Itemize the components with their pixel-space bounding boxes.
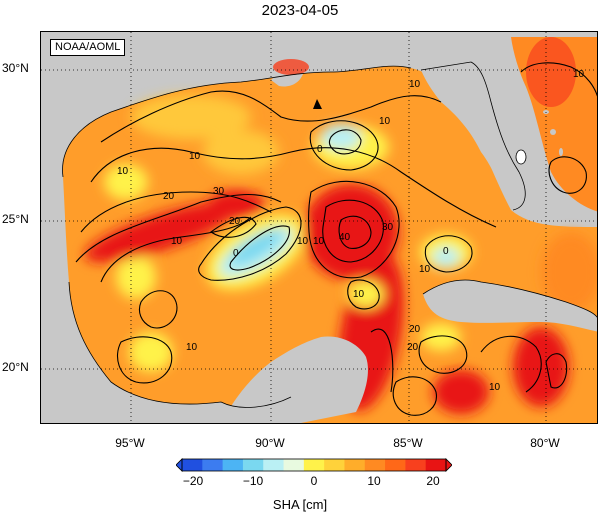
- colorbar-tick: −20: [182, 474, 204, 488]
- contour-label: 10: [419, 264, 431, 275]
- sea-height-anomaly-map: 10 10 10 10 20 30 20 10 0 10 0 10 40 30 …: [40, 31, 598, 424]
- contour-label: 10: [573, 69, 585, 80]
- contour-label: 0: [233, 248, 239, 259]
- contour-label: 20: [163, 191, 175, 202]
- colorbar-segment: [425, 459, 447, 471]
- lat-label-25n: 25°N: [2, 212, 29, 226]
- colorbar-segment: [283, 459, 305, 471]
- lat-label-20n: 20°N: [2, 360, 29, 374]
- colorbar-segment: [242, 459, 264, 471]
- contour-label: 10: [489, 382, 501, 393]
- cuba-land: [423, 280, 597, 332]
- colorbar-unit-label: SHA [cm]: [272, 497, 328, 512]
- colorbar-tick: −10: [242, 474, 264, 488]
- colorbar-segment: [202, 459, 224, 471]
- contour-label: 10: [409, 79, 421, 90]
- contour-label: 30: [213, 186, 225, 197]
- colorbar-tick: 20: [426, 474, 440, 488]
- contour-label: 10: [189, 151, 201, 162]
- contour-label: 20: [229, 216, 241, 227]
- contour-label: 10: [353, 289, 365, 300]
- contour-label: 10: [171, 236, 183, 247]
- florida-land: [421, 62, 526, 210]
- contour-label: 20: [409, 324, 421, 335]
- contour-label: 40: [339, 232, 351, 243]
- contour-label: 10: [379, 116, 391, 127]
- colorbar-tick: 0: [310, 474, 318, 488]
- contour-label: 0: [443, 246, 449, 257]
- colorbar-segment: [344, 459, 366, 471]
- mississippi-delta-land: [271, 71, 303, 87]
- lon-label-95w: 95°W: [115, 436, 145, 450]
- colorbar-segment: [324, 459, 345, 471]
- attribution-label: NOAA/AOML: [50, 39, 126, 56]
- triangle-station-icon: [313, 99, 322, 109]
- contour-label: 10: [186, 342, 198, 353]
- colorbar-segment: [385, 459, 406, 471]
- colorbar-segment: [182, 459, 203, 471]
- lon-label-80w: 80°W: [530, 436, 560, 450]
- map-title: 2023-04-05: [261, 2, 339, 19]
- lon-label-85w: 85°W: [393, 436, 423, 450]
- contour-label: 0: [317, 144, 323, 155]
- colorbar: [176, 458, 452, 472]
- contour-label: 30: [382, 222, 394, 233]
- contour-label: 10: [313, 236, 325, 247]
- colorbar-segment: [364, 459, 386, 471]
- colorbar-tick: 10: [367, 474, 381, 488]
- lat-label-30n: 30°N: [2, 61, 29, 75]
- lon-label-90w: 90°W: [255, 436, 285, 450]
- colorbar-segment: [303, 459, 325, 471]
- yucatan-land: [221, 336, 368, 423]
- contour-label: 10: [117, 166, 129, 177]
- colorbar-segment: [222, 459, 244, 471]
- contour-label: 20: [407, 342, 419, 353]
- contour-label: 10: [297, 236, 309, 247]
- colorbar-segment: [263, 459, 285, 471]
- colorbar-segment: [405, 459, 427, 471]
